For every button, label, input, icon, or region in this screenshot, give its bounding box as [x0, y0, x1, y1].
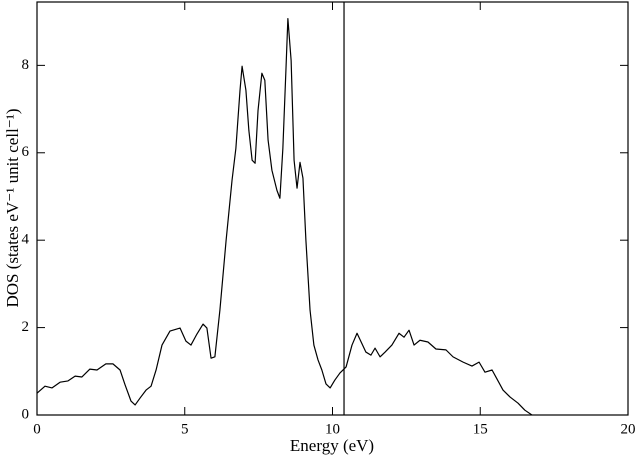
y-tick-label: 8 — [22, 57, 30, 73]
y-tick-label: 0 — [22, 406, 30, 422]
x-tick-label: 0 — [33, 421, 41, 437]
x-tick-label: 5 — [181, 421, 189, 437]
x-tick-label: 10 — [325, 421, 340, 437]
y-axis-label: DOS (states eV⁻¹ unit cell⁻¹) — [3, 108, 22, 307]
y-tick-label: 4 — [22, 232, 30, 248]
y-tick-label: 2 — [22, 319, 30, 335]
y-tick-label: 6 — [22, 144, 30, 160]
x-tick-label: 15 — [473, 421, 488, 437]
dos-line — [36, 18, 533, 416]
x-axis-label: Energy (eV) — [290, 436, 374, 455]
x-tick-label: 20 — [621, 421, 636, 437]
plot-frame — [36, 1, 629, 416]
